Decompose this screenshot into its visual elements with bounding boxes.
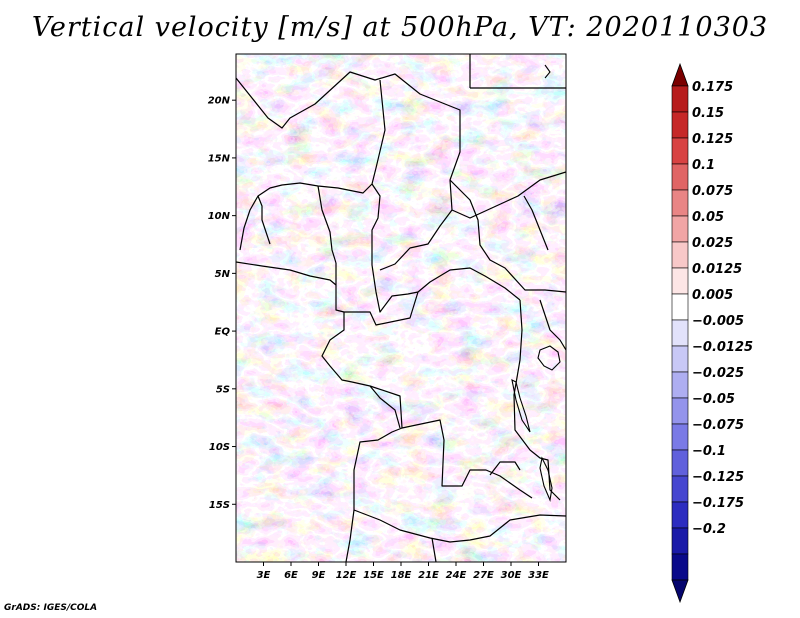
colorbar-band	[671, 449, 689, 477]
lat-tick-label: 10N	[208, 211, 231, 222]
latitude-axis: 20N 15N 10N 5N EQ 5S 10S 15S	[208, 96, 236, 511]
lon-tick-label: 18E	[391, 570, 412, 581]
colorbar-label: −0.125	[692, 470, 744, 485]
lon-tick-label: 3E	[257, 570, 271, 581]
lakes	[511, 64, 561, 502]
lon-tick-label: 12E	[336, 570, 357, 581]
lon-tick-label: 6E	[284, 570, 298, 581]
colorbar-label: 0.025	[692, 236, 733, 251]
lat-tick-label: 20N	[208, 96, 231, 107]
colorbar-label: 0.075	[692, 184, 733, 199]
colorbar-band	[671, 527, 689, 555]
colorbar-label: −0.05	[692, 392, 735, 407]
lon-tick-label: 24E	[446, 570, 467, 581]
colorbar-band	[671, 553, 689, 581]
lat-tick-label: 15S	[209, 500, 230, 511]
country-borders	[236, 54, 566, 562]
colorbar-label: −0.0125	[692, 340, 753, 355]
grads-credit: GrADS: IGES/COLA	[4, 603, 98, 613]
colorbar-bottom-arrow	[671, 579, 689, 604]
lon-tick-label: 21E	[418, 570, 439, 581]
colorbar-band	[671, 345, 689, 373]
colorbar-label: 0.0125	[692, 262, 742, 277]
colorbar-label: 0.05	[692, 210, 724, 225]
colorbar-band	[671, 215, 689, 243]
lat-tick-label: 5N	[215, 269, 231, 280]
colorbar-label: −0.005	[692, 314, 744, 329]
colorbar-label: 0.005	[692, 288, 733, 303]
colorbar-band	[671, 241, 689, 269]
colorbar-band	[671, 475, 689, 503]
colorbar-band	[671, 371, 689, 399]
colorbar-band	[671, 501, 689, 529]
velocity-field	[236, 54, 566, 562]
colorbar-band	[671, 189, 689, 217]
lat-tick-label: 10S	[209, 442, 230, 453]
colorbar-band	[671, 85, 689, 113]
colorbar-label: 0.1	[692, 158, 715, 173]
lon-tick-label: 15E	[363, 570, 384, 581]
colorbar-band	[671, 423, 689, 451]
lon-tick-label: 30E	[501, 570, 522, 581]
colorbar-label: 0.175	[692, 80, 733, 95]
colorbar-band	[671, 397, 689, 425]
colorbar-band	[671, 137, 689, 165]
colorbar-label: 0.15	[692, 106, 724, 121]
colorbar-label: −0.075	[692, 418, 744, 433]
colorbar-band	[671, 319, 689, 347]
colorbar: 0.175 0.15 0.125 0.1 0.075 0.05 0.025 0.0125 0.0…	[671, 62, 753, 604]
lon-tick-label: 9E	[312, 570, 326, 581]
map-title: Vertical velocity [m/s] at 500hPa, VT: 2…	[31, 12, 769, 43]
colorbar-label: 0.125	[692, 132, 733, 147]
longitude-axis: 3E 6E 9E 12E 15E 18E 21E 24E 27E 30E 33E	[257, 562, 549, 581]
colorbar-top-arrow	[671, 62, 689, 87]
lon-tick-label: 27E	[473, 570, 494, 581]
lat-tick-label: 5S	[216, 384, 230, 395]
colorbar-label: −0.025	[692, 366, 744, 381]
lat-tick-label: EQ	[215, 327, 231, 338]
colorbar-label: −0.1	[692, 444, 726, 459]
colorbar-label: −0.175	[692, 496, 744, 511]
lon-tick-label: 33E	[528, 570, 549, 581]
lat-tick-label: 15N	[208, 153, 231, 164]
colorbar-band	[671, 111, 689, 139]
colorbar-band	[671, 293, 689, 321]
colorbar-band	[671, 267, 689, 295]
colorbar-band	[671, 163, 689, 191]
colorbar-label: −0.2	[692, 522, 726, 537]
